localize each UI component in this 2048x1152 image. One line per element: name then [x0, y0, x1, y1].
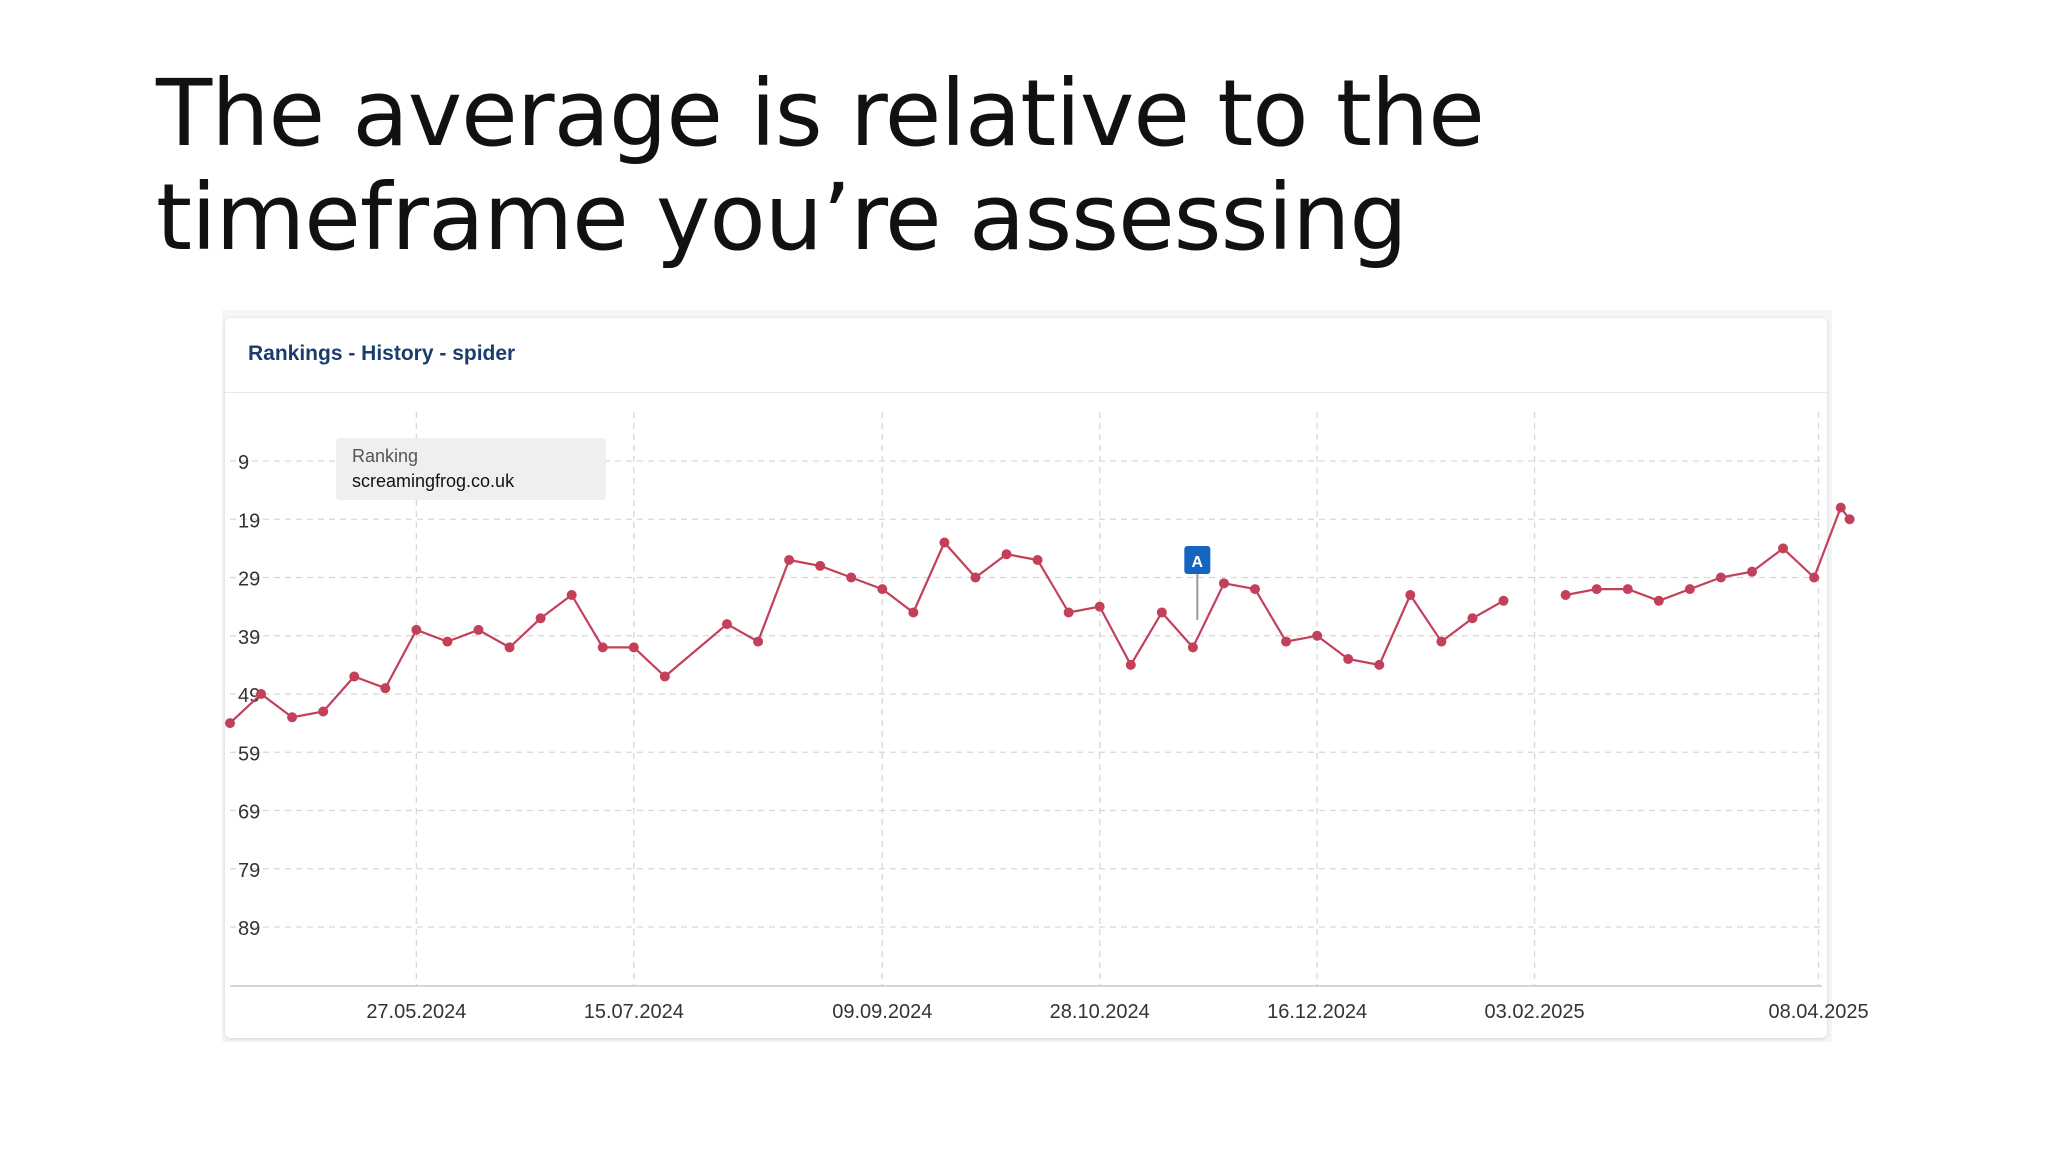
data-point [1374, 659, 1385, 670]
data-point [1560, 589, 1571, 600]
data-point [970, 572, 981, 583]
data-point [628, 642, 639, 653]
y-tick-label: 89 [238, 918, 260, 940]
data-point [1835, 502, 1846, 513]
data-point [504, 642, 515, 653]
tooltip-label: Ranking [352, 446, 419, 466]
data-point [1001, 549, 1012, 560]
y-tick-label: 69 [238, 802, 260, 824]
slide-title-line-2: timeframe you’re assessing [156, 164, 1408, 271]
data-point [1063, 607, 1074, 618]
slide-title: The average is relative to the timeframe… [156, 62, 1656, 270]
data-point [349, 671, 360, 682]
x-tick-label: 28.10.2024 [1050, 1001, 1150, 1023]
x-tick-label: 16.12.2024 [1267, 1001, 1367, 1023]
series-tooltip: Ranking screamingfrog.co.uk [336, 438, 606, 500]
data-point [815, 560, 826, 571]
data-point [225, 718, 235, 729]
x-tick-label: 03.02.2025 [1485, 1001, 1585, 1023]
data-point [566, 589, 577, 600]
x-tick-label: 27.05.2024 [366, 1001, 466, 1023]
data-point [877, 584, 888, 595]
data-point [1187, 642, 1198, 653]
data-point [1343, 654, 1354, 665]
data-point [1436, 636, 1447, 647]
data-point [1715, 572, 1726, 583]
data-point [721, 619, 732, 630]
data-point [1653, 595, 1664, 606]
panel-header: Rankings - History - spider [225, 318, 1827, 393]
x-tick-label: 15.07.2024 [584, 1001, 684, 1023]
data-point [939, 537, 950, 548]
data-point [256, 689, 267, 699]
series-line [1565, 506, 1851, 602]
panel-title: Rankings - History - spider [248, 342, 516, 365]
data-point [535, 613, 546, 624]
data-point [1747, 566, 1758, 577]
data-point [908, 607, 919, 618]
data-point [442, 636, 453, 647]
data-point [1218, 578, 1229, 589]
y-tick-label: 79 [238, 860, 260, 882]
data-point [1467, 613, 1478, 624]
y-tick-label: 29 [238, 569, 260, 591]
y-tick-label: 9 [238, 452, 249, 474]
x-tick-label: 08.04.2025 [1769, 1001, 1869, 1023]
data-point [659, 671, 670, 682]
annotation-marker [1184, 546, 1211, 574]
data-point [1032, 555, 1043, 566]
data-point [1125, 659, 1136, 670]
data-point [473, 624, 484, 635]
data-point [1405, 589, 1416, 600]
data-point [1281, 636, 1292, 647]
data-point [1844, 514, 1855, 525]
data-point [1312, 630, 1323, 641]
data-point [380, 683, 391, 694]
data-point [846, 572, 857, 583]
data-point [287, 712, 298, 723]
data-point [784, 555, 795, 566]
data-point [597, 642, 608, 653]
data-point [1809, 572, 1820, 583]
series-line [229, 541, 1505, 724]
y-tick-label: 19 [238, 510, 260, 532]
data-point [753, 636, 764, 647]
x-tick-label: 09.09.2024 [832, 1001, 932, 1023]
slide-title-line-1: The average is relative to the [156, 60, 1485, 167]
data-point [1156, 607, 1167, 618]
y-tick-label: 59 [238, 743, 260, 765]
data-point [411, 624, 422, 635]
annotation-label: A [1192, 554, 1204, 571]
data-point [1591, 584, 1602, 595]
data-point [1684, 584, 1695, 595]
data-point [1622, 584, 1633, 595]
y-tick-label: 39 [238, 627, 260, 649]
tooltip-domain: screamingfrog.co.uk [352, 471, 515, 491]
data-point [1250, 584, 1261, 595]
data-point [318, 706, 329, 717]
data-point [1498, 595, 1509, 606]
data-point [1094, 601, 1105, 612]
data-point [1778, 543, 1789, 554]
